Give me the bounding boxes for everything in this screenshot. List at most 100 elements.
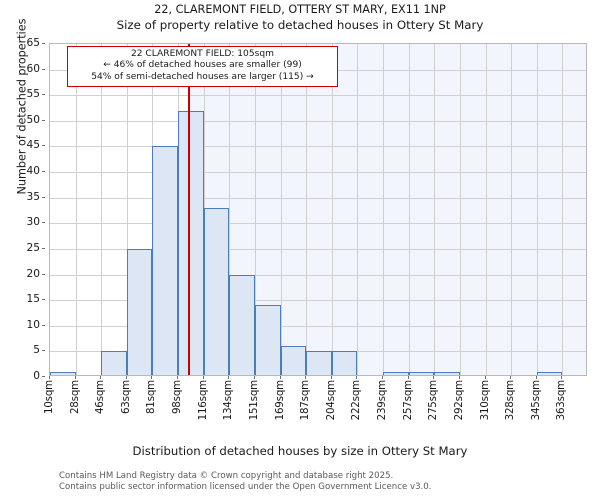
property-annotation-box: 22 CLAREMONT FIELD: 105sqm ← 46% of deta…: [67, 46, 338, 87]
x-tick-label: 275sqm: [427, 380, 440, 421]
histogram-bar: [152, 146, 179, 375]
x-tick-label: 239sqm: [376, 380, 389, 421]
x-tick-label: 116sqm: [196, 380, 209, 421]
gridline-vertical: [536, 44, 538, 375]
gridline-horizontal: [50, 300, 586, 302]
y-axis-ticks: 0 5 10 15 20 25 30 35 40 45 50 55 60 65: [0, 37, 45, 382]
x-tick-label: 10sqm: [43, 380, 55, 415]
x-tick-mark: [279, 376, 281, 379]
histogram-bar: [280, 346, 307, 375]
y-tick-mark: [42, 145, 45, 147]
x-tick-mark: [382, 376, 384, 379]
gridline-vertical: [485, 44, 487, 375]
x-tick-label: 328sqm: [504, 380, 517, 421]
x-tick-label: 151sqm: [247, 380, 260, 421]
x-axis-ticks: 10sqm 28sqm 46sqm 63sqm 81sqm 98sqm 116sqm 134s…: [43, 376, 587, 446]
y-tick-label: 25: [26, 241, 40, 254]
x-tick-mark: [561, 376, 563, 379]
gridline-horizontal: [50, 120, 586, 122]
x-tick-mark: [356, 376, 358, 379]
page-title: 22, CLAREMONT FIELD, OTTERY ST MARY, EX1…: [154, 3, 446, 16]
gridline-vertical: [306, 44, 308, 375]
gridline-vertical: [434, 44, 436, 375]
title-block: 22, CLAREMONT FIELD, OTTERY ST MARY, EX1…: [0, 2, 600, 33]
x-tick-mark: [177, 376, 179, 379]
histogram-bar: [50, 371, 76, 375]
annotation-line-2: ← 46% of detached houses are smaller (99…: [103, 60, 302, 71]
y-tick-label: 15: [26, 293, 40, 306]
chart-plot-area: [49, 43, 587, 376]
gridline-vertical: [254, 44, 256, 375]
histogram-bar: [178, 110, 204, 375]
y-tick-label: 50: [26, 113, 40, 126]
y-tick-mark: [42, 350, 45, 352]
gridline-vertical: [459, 44, 461, 375]
x-tick-label: 169sqm: [273, 380, 286, 421]
x-tick-label: 204sqm: [324, 380, 337, 421]
y-tick-label: 20: [26, 267, 40, 280]
y-tick-mark: [42, 273, 45, 275]
y-tick-mark: [42, 376, 45, 377]
gridline-horizontal: [50, 146, 586, 148]
x-tick-label: 222sqm: [350, 380, 363, 421]
x-tick-mark: [253, 376, 255, 379]
histogram-bar: [203, 207, 230, 375]
histogram-bar: [408, 371, 435, 375]
x-tick-mark: [100, 376, 102, 379]
y-tick-label: 40: [26, 165, 40, 178]
gridline-vertical: [229, 44, 231, 375]
x-tick-mark: [202, 376, 204, 379]
gridline-vertical: [331, 44, 333, 375]
x-tick-label: 46sqm: [94, 380, 107, 415]
y-tick-mark: [42, 171, 45, 173]
x-tick-mark: [433, 376, 435, 379]
x-tick-label: 363sqm: [555, 380, 568, 421]
gridline-vertical: [75, 44, 77, 375]
y-tick-mark: [42, 247, 45, 249]
gridline-vertical: [511, 44, 513, 375]
y-tick-mark: [42, 68, 45, 70]
x-tick-mark: [74, 376, 76, 379]
gridline-horizontal: [50, 197, 586, 199]
x-tick-label: 134sqm: [222, 380, 235, 421]
x-tick-mark: [330, 376, 332, 379]
x-tick-mark: [407, 376, 409, 379]
y-tick-mark: [42, 94, 45, 96]
x-tick-label: 292sqm: [452, 380, 465, 421]
footer-line-1: Contains HM Land Registry data © Crown c…: [59, 471, 394, 481]
histogram-bar: [331, 351, 358, 375]
y-tick-label: 5: [33, 344, 40, 357]
x-tick-label: 187sqm: [299, 380, 312, 421]
x-tick-mark: [125, 376, 127, 379]
x-tick-label: 345sqm: [529, 380, 542, 421]
histogram-bar: [306, 351, 332, 375]
gridline-vertical: [383, 44, 385, 375]
x-tick-mark: [484, 376, 486, 379]
histogram-bar: [126, 248, 153, 375]
y-tick-mark: [42, 324, 45, 326]
x-tick-mark: [228, 376, 230, 379]
y-tick-mark: [42, 196, 45, 198]
annotation-line-3: 54% of semi-detached houses are larger (…: [91, 71, 314, 82]
gridline-vertical: [280, 44, 282, 375]
x-tick-label: 257sqm: [401, 380, 414, 421]
gridline-vertical: [562, 44, 564, 375]
y-tick-mark: [42, 119, 45, 121]
y-tick-label: 0: [33, 370, 40, 382]
x-tick-mark: [458, 376, 460, 379]
gridline-horizontal: [50, 248, 586, 250]
x-tick-label: 98sqm: [171, 380, 184, 415]
gridline-horizontal: [50, 172, 586, 174]
y-tick-label: 10: [26, 318, 40, 331]
y-tick-label: 30: [26, 216, 40, 229]
y-tick-mark: [42, 299, 45, 301]
histogram-bar: [254, 305, 281, 375]
y-tick-label: 35: [26, 190, 40, 203]
histogram-bar: [383, 371, 409, 375]
histogram-bar: [101, 351, 127, 375]
x-tick-label: 28sqm: [68, 380, 81, 415]
histogram-bar: [229, 274, 255, 375]
y-axis-title: Number of detached properties: [15, 18, 29, 195]
gridline-horizontal: [50, 95, 586, 97]
gridline-horizontal: [50, 325, 586, 327]
